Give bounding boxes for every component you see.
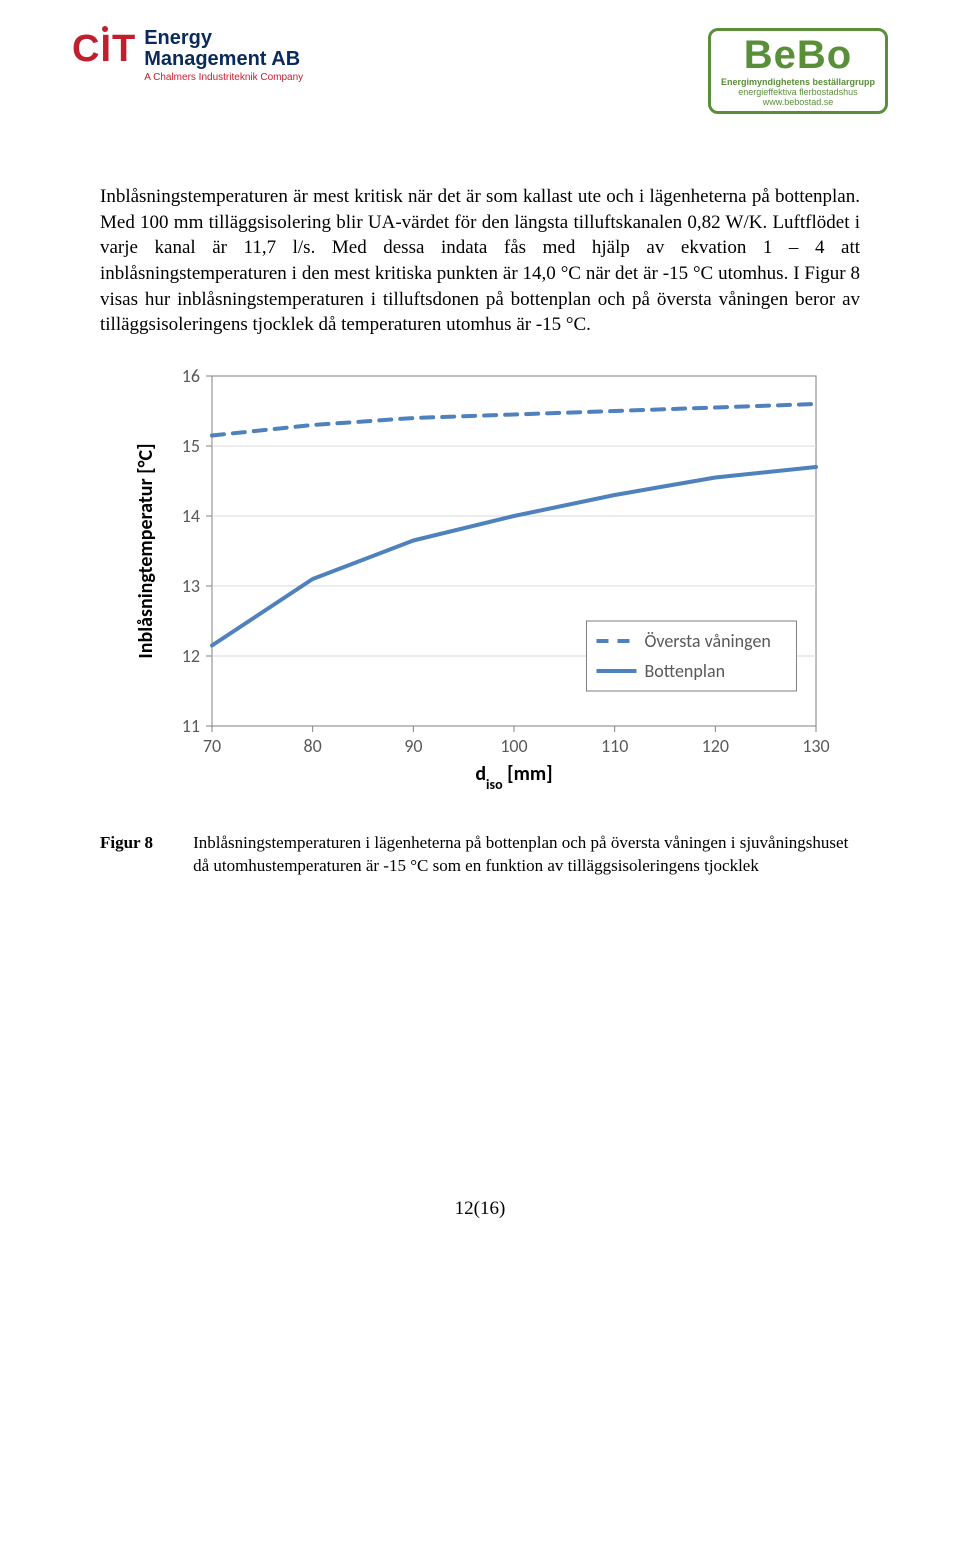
bebo-word: BeBo xyxy=(744,35,852,75)
cit-dot-icon xyxy=(102,26,108,32)
svg-text:Bottenplan: Bottenplan xyxy=(644,660,725,682)
page-number: 12(16) xyxy=(0,878,960,1260)
cit-line2: Management AB xyxy=(144,49,303,70)
svg-text:15: 15 xyxy=(182,435,200,457)
svg-text:16: 16 xyxy=(182,366,200,387)
page: CIT Energy Management AB A Chalmers Indu… xyxy=(0,0,960,1260)
cit-mark-text: CIT xyxy=(72,28,136,70)
figure-caption: Figur 8 Inblåsningstemperaturen i lägenh… xyxy=(0,804,960,878)
svg-text:90: 90 xyxy=(404,735,422,757)
svg-text:12: 12 xyxy=(182,645,200,667)
svg-text:14: 14 xyxy=(182,505,200,527)
svg-text:Översta våningen: Översta våningen xyxy=(644,630,770,652)
svg-text:100: 100 xyxy=(500,735,527,757)
inblasning-chart: 11 12 13 14 15 16 70 80 90 100 110 120 130 Inblåsning… xyxy=(130,366,830,796)
bebo-sub2: energieffektiva flerbostadshus xyxy=(738,87,857,97)
svg-text:80: 80 xyxy=(304,735,322,757)
cit-text-block: Energy Management AB A Chalmers Industri… xyxy=(144,28,303,83)
body-paragraph: Inblåsningstemperaturen är mest kritisk … xyxy=(0,114,960,338)
header: CIT Energy Management AB A Chalmers Indu… xyxy=(0,0,960,114)
cit-mark: CIT xyxy=(72,28,136,71)
svg-text:130: 130 xyxy=(802,735,829,757)
cit-line1: Energy xyxy=(144,28,303,49)
figure-caption-text: Inblåsningstemperaturen i lägenheterna p… xyxy=(193,832,860,878)
bebo-logo: BeBo Energimyndighetens beställargrupp e… xyxy=(708,28,888,114)
cit-subline: A Chalmers Industriteknik Company xyxy=(144,72,303,83)
cit-logo: CIT Energy Management AB A Chalmers Indu… xyxy=(72,28,303,83)
bebo-sub3: www.bebostad.se xyxy=(763,97,834,107)
figure-label: Figur 8 xyxy=(100,832,153,878)
svg-text:70: 70 xyxy=(203,735,221,757)
chart-container: 11 12 13 14 15 16 70 80 90 100 110 120 130 Inblåsning… xyxy=(0,338,960,804)
bebo-sub1: Energimyndighetens beställargrupp xyxy=(721,77,875,87)
svg-text:120: 120 xyxy=(702,735,729,757)
svg-text:11: 11 xyxy=(182,715,200,737)
svg-text:13: 13 xyxy=(182,575,200,597)
svg-text:110: 110 xyxy=(601,735,628,757)
svg-text:Inblåsningtemperatur [°C]: Inblåsningtemperatur [°C] xyxy=(134,443,158,658)
